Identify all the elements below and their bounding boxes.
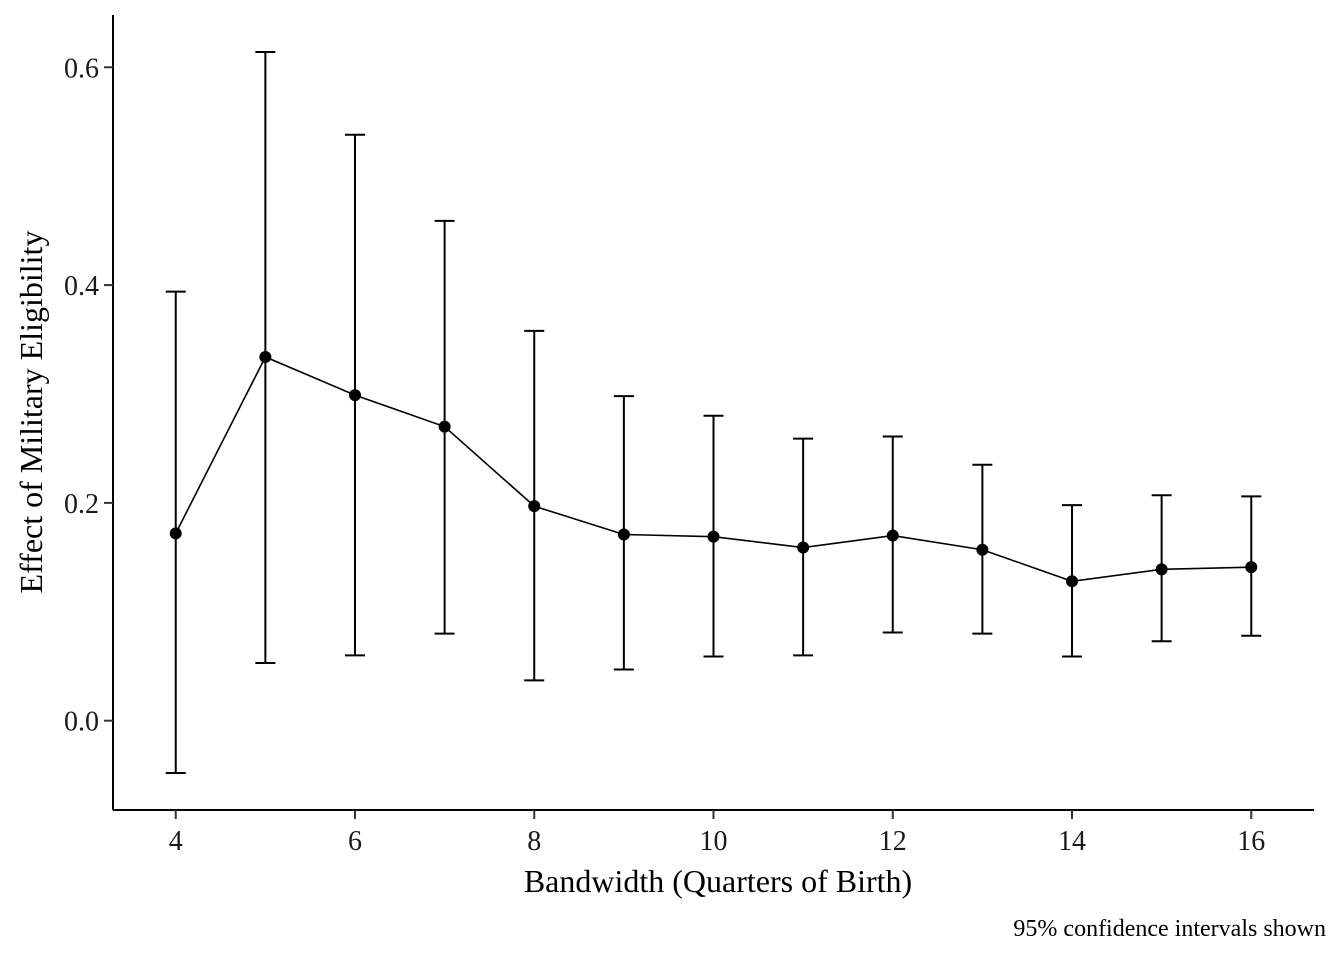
data-point xyxy=(886,529,899,542)
y-tick-label: 0.4 xyxy=(64,271,99,302)
chart-caption: 95% confidence intervals shown xyxy=(1013,916,1326,942)
data-point xyxy=(1155,563,1168,576)
x-tick-label: 10 xyxy=(700,826,728,857)
data-point xyxy=(1245,561,1258,574)
data-point xyxy=(1066,575,1079,588)
x-tick-label: 4 xyxy=(169,826,183,857)
x-tick-label: 12 xyxy=(879,826,907,857)
x-axis-title: Bandwidth (Quarters of Birth) xyxy=(524,863,912,899)
y-tick-label: 0.0 xyxy=(64,707,99,738)
x-tick-label: 6 xyxy=(348,826,362,857)
data-point xyxy=(348,389,361,402)
data-point xyxy=(707,530,720,543)
x-tick-label: 14 xyxy=(1058,826,1086,857)
data-point xyxy=(259,350,272,363)
data-point xyxy=(438,420,451,433)
x-tick-label: 8 xyxy=(527,826,541,857)
plot-area xyxy=(165,51,1262,774)
data-point xyxy=(976,543,989,556)
y-axis-title: Effect of Military Eligibility xyxy=(13,231,49,594)
y-tick-label: 0.2 xyxy=(64,489,99,520)
data-point xyxy=(169,527,182,540)
data-point xyxy=(617,528,630,541)
axes: 4 6 8 10 12 14 16 0.0 0.2 0.4 0.6 xyxy=(64,15,1314,857)
data-point xyxy=(797,541,810,554)
y-tick-label: 0.6 xyxy=(64,53,99,84)
x-tick-label: 16 xyxy=(1237,826,1265,857)
data-point xyxy=(528,500,541,513)
